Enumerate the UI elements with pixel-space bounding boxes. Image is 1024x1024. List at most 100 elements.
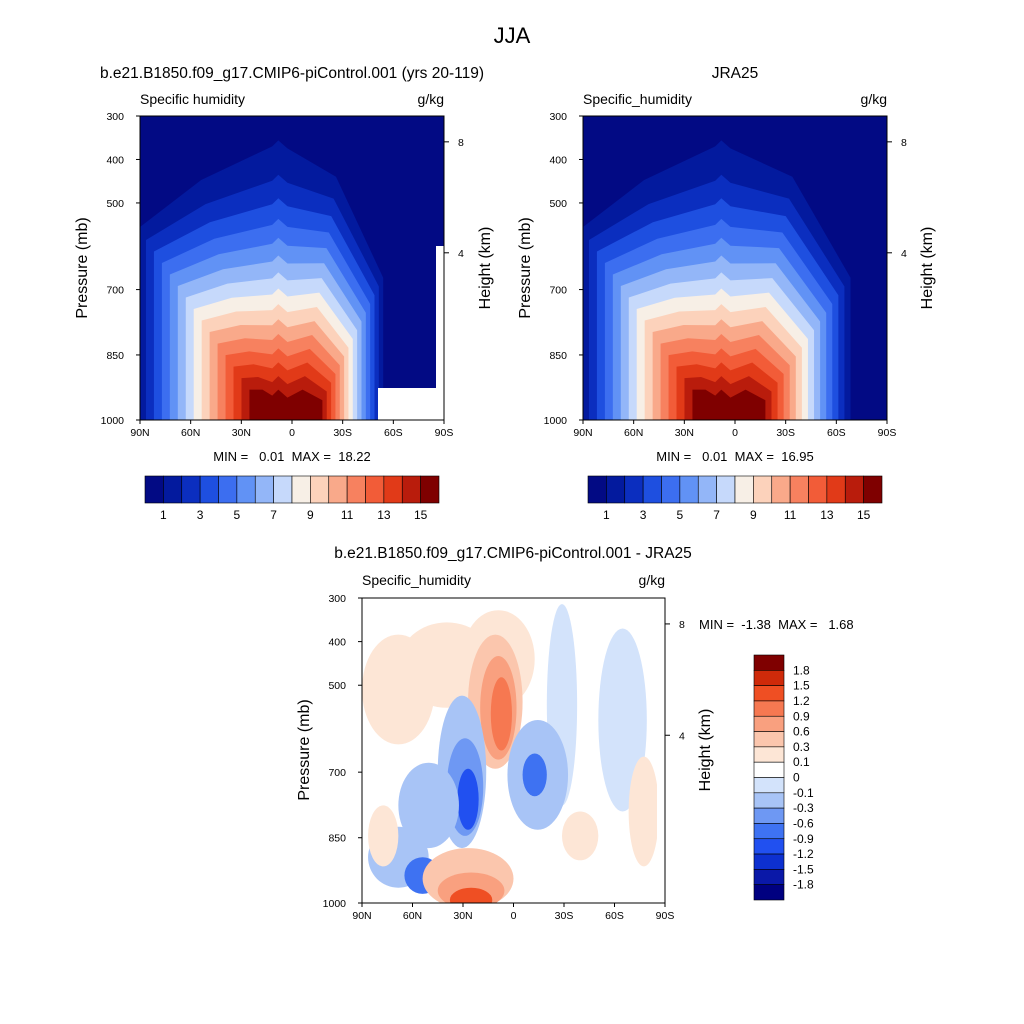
y-right-tick-label: 8 bbox=[458, 137, 464, 149]
y-axis-title: Pressure (mb) bbox=[296, 699, 313, 800]
colorbar-swatch bbox=[199, 475, 219, 504]
colorbar-swatch bbox=[753, 807, 785, 824]
colorbar-label: 5 bbox=[234, 508, 241, 522]
panel-title: JRA25 bbox=[712, 65, 759, 82]
colorbar-label: 3 bbox=[197, 508, 204, 522]
colorbar-swatch bbox=[826, 475, 846, 504]
colorbar-swatch bbox=[346, 475, 366, 504]
colorbar-swatch bbox=[753, 746, 785, 763]
colorbar-swatch bbox=[291, 475, 311, 504]
colorbar-swatch bbox=[808, 475, 828, 504]
x-tick-label: 0 bbox=[289, 427, 295, 439]
contour-band bbox=[457, 768, 479, 830]
contour-fill bbox=[362, 598, 665, 903]
colorbar-swatch bbox=[273, 475, 293, 504]
colorbar-label: 7 bbox=[270, 508, 277, 522]
colorbar-swatch bbox=[383, 475, 403, 504]
colorbar-label: 1 bbox=[603, 508, 610, 522]
colorbar-swatch bbox=[753, 853, 785, 870]
panel-difference: b.e21.B1850.f09_g17.CMIP6-piControl.001 … bbox=[296, 545, 854, 922]
colorbar: 1.81.51.20.90.60.30.10-0.1-0.3-0.6-0.9-1… bbox=[753, 654, 814, 901]
colorbar-swatch bbox=[236, 475, 256, 504]
colorbar-swatch bbox=[753, 761, 785, 778]
y-tick-label: 500 bbox=[328, 680, 346, 692]
y-tick-label: 1000 bbox=[323, 898, 347, 910]
y-tick-label: 400 bbox=[549, 154, 567, 166]
colorbar-swatch bbox=[753, 884, 785, 901]
colorbar-label: 9 bbox=[307, 508, 314, 522]
colorbar-label: 0.9 bbox=[793, 709, 810, 723]
contour-fill bbox=[583, 116, 887, 420]
missing-data-region bbox=[657, 730, 665, 870]
axes: 90N 60N 30N 0 30S 60S 90S 300 400 500 700 850 1000 8 4 bbox=[323, 593, 685, 922]
x-tick-label: 60S bbox=[827, 427, 846, 439]
y-right-tick-label: 8 bbox=[901, 137, 907, 149]
colorbar-swatch bbox=[753, 869, 785, 885]
colorbar-swatch bbox=[420, 475, 440, 504]
min-max-label: MIN = 0.01 MAX = 18.22 bbox=[213, 449, 371, 464]
y-tick-label: 700 bbox=[328, 767, 346, 779]
colorbar-label: 1.2 bbox=[793, 694, 810, 708]
y-tick-label: 1000 bbox=[101, 415, 125, 427]
colorbar-swatch bbox=[365, 475, 385, 504]
x-tick-label: 30S bbox=[555, 910, 574, 922]
contour-band bbox=[449, 887, 493, 903]
colorbar-label: 1 bbox=[160, 508, 167, 522]
y-right-tick-label: 4 bbox=[679, 730, 685, 742]
x-tick-label: 90S bbox=[435, 427, 454, 439]
colorbar-label: -1.2 bbox=[793, 847, 814, 861]
variable-label: Specific_humidity bbox=[583, 91, 692, 107]
axes: 90N 60N 30N 0 30S 60S 90S 300 400 500 700 850 1000 8 4 bbox=[544, 111, 907, 439]
colorbar-swatch bbox=[753, 654, 785, 671]
colorbar-swatch bbox=[679, 475, 699, 504]
colorbar-swatch bbox=[310, 475, 330, 504]
contour-band bbox=[598, 628, 647, 812]
units-label: g/kg bbox=[861, 91, 887, 107]
variable-label: Specific humidity bbox=[140, 91, 245, 107]
colorbar-swatch bbox=[753, 685, 785, 702]
colorbar-swatch bbox=[753, 777, 785, 794]
x-tick-label: 90S bbox=[878, 427, 897, 439]
colorbar-label: 15 bbox=[857, 508, 871, 522]
colorbar-label: 1.8 bbox=[793, 663, 810, 677]
colorbar-label: 11 bbox=[784, 508, 797, 522]
contour-band bbox=[522, 753, 547, 797]
y-tick-label: 300 bbox=[106, 111, 124, 123]
x-tick-label: 60N bbox=[624, 427, 643, 439]
y-tick-label: 500 bbox=[106, 198, 124, 210]
y-tick-label: 400 bbox=[106, 154, 124, 166]
colorbar-swatch bbox=[642, 475, 662, 504]
colorbar-swatch bbox=[863, 475, 883, 504]
colorbar-swatch bbox=[328, 475, 348, 504]
colorbar-label: -0.6 bbox=[793, 816, 814, 830]
x-tick-label: 60N bbox=[181, 427, 200, 439]
colorbar-swatch bbox=[254, 475, 274, 504]
y-axis-right-title: Height (km) bbox=[477, 227, 494, 310]
colorbar-swatch bbox=[753, 731, 785, 748]
x-tick-label: 30S bbox=[776, 427, 795, 439]
colorbar-swatch bbox=[401, 475, 421, 504]
colorbar-label: 13 bbox=[820, 508, 834, 522]
colorbar-swatch bbox=[753, 715, 785, 732]
contour-band bbox=[490, 677, 512, 751]
colorbar-label: 0.1 bbox=[793, 755, 810, 769]
missing-data-region bbox=[598, 870, 665, 903]
x-tick-label: 90S bbox=[656, 910, 675, 922]
units-label: g/kg bbox=[639, 572, 665, 588]
y-tick-label: 300 bbox=[328, 593, 346, 605]
colorbar-swatch bbox=[753, 838, 785, 855]
colorbar-swatch bbox=[716, 475, 736, 504]
colorbar-label: 15 bbox=[414, 508, 428, 522]
colorbar-swatch bbox=[753, 475, 773, 504]
colorbar-swatch bbox=[753, 792, 785, 809]
contour-band bbox=[561, 811, 599, 861]
y-right-tick-label: 4 bbox=[901, 248, 907, 260]
colorbar-label: 3 bbox=[640, 508, 647, 522]
colorbar-label: 7 bbox=[713, 508, 720, 522]
colorbar-swatch bbox=[753, 823, 785, 840]
colorbar-swatch bbox=[218, 475, 238, 504]
x-tick-label: 60N bbox=[403, 910, 422, 922]
colorbar-label: 1.5 bbox=[793, 679, 810, 693]
colorbar-swatch bbox=[844, 475, 864, 504]
